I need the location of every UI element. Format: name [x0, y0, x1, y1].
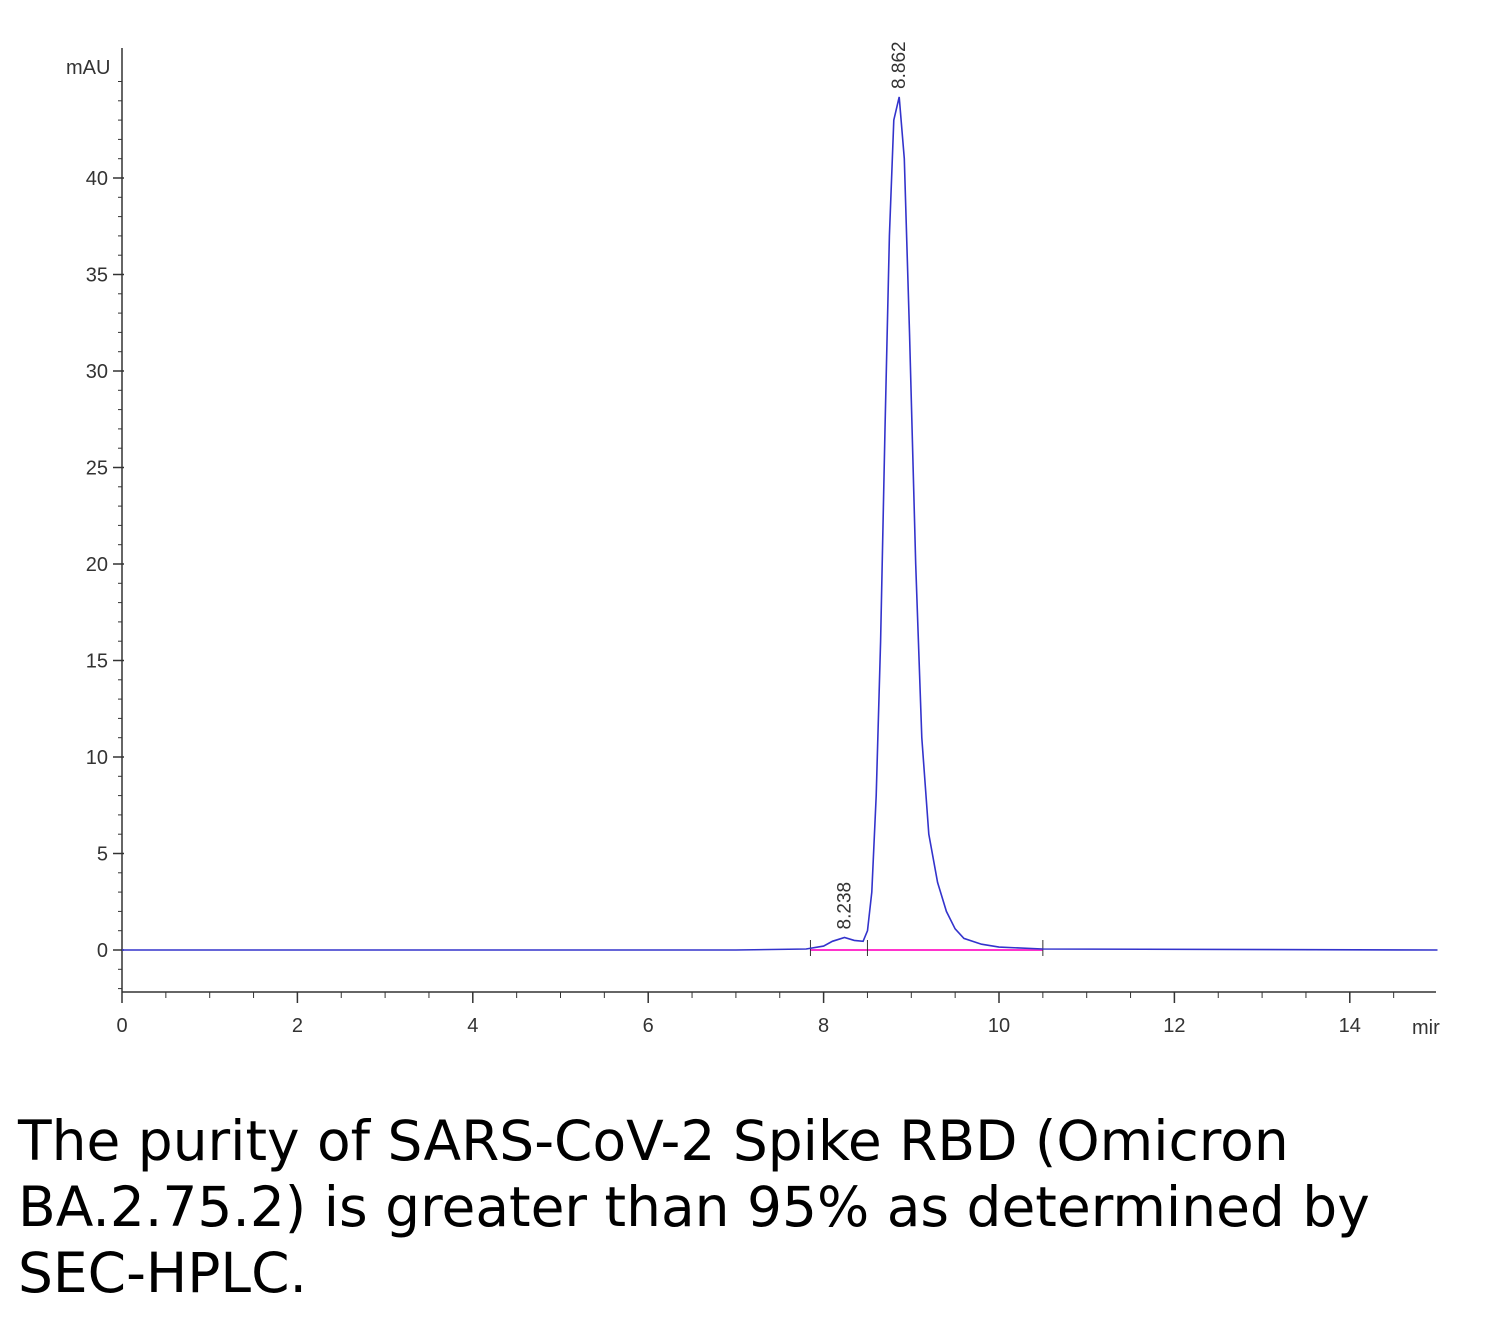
y-tick-label: 0 — [97, 940, 108, 962]
y-tick-label: 25 — [86, 458, 108, 480]
x-tick-label: 0 — [116, 1015, 127, 1037]
x-tick-label: 10 — [988, 1015, 1010, 1037]
series-layer — [122, 96, 1438, 951]
y-unit-label: mAU — [66, 57, 110, 79]
y-tick-label: 5 — [97, 844, 108, 866]
x-tick-label: 4 — [467, 1015, 478, 1037]
y-tick-label: 10 — [86, 747, 108, 769]
axes — [121, 48, 1436, 993]
chromatogram-chart: 0 5 10 15 20 25 30 35 40 0 2 4 6 8 10 12 14 8.238 8.862 m… — [66, 41, 1440, 1039]
x-tick-label: 6 — [643, 1015, 654, 1037]
x-unit-label: mir — [1412, 1017, 1440, 1039]
peak-label: 8.238 — [834, 882, 855, 930]
y-tick-label: 40 — [86, 168, 108, 190]
y-tick-label: 30 — [86, 361, 108, 383]
x-tick-label: 8 — [818, 1015, 829, 1037]
peak-layer: 8.238 8.862 — [834, 41, 910, 929]
x-tick-label: 2 — [292, 1015, 303, 1037]
y-tick-label: 15 — [86, 651, 108, 673]
figure-caption: The purity of SARS-CoV-2 Spike RBD (Omic… — [18, 1109, 1370, 1305]
x-tick-label: 14 — [1339, 1015, 1361, 1037]
y-tick-label: 35 — [86, 265, 108, 287]
x-tick-label: 12 — [1163, 1015, 1185, 1037]
peak-label: 8.862 — [889, 41, 910, 89]
series-line-0 — [122, 96, 1438, 951]
y-tick-label: 20 — [86, 554, 108, 576]
ticks: 0 5 10 15 20 25 30 35 40 0 2 4 6 8 10 12 14 — [86, 81, 1395, 1037]
